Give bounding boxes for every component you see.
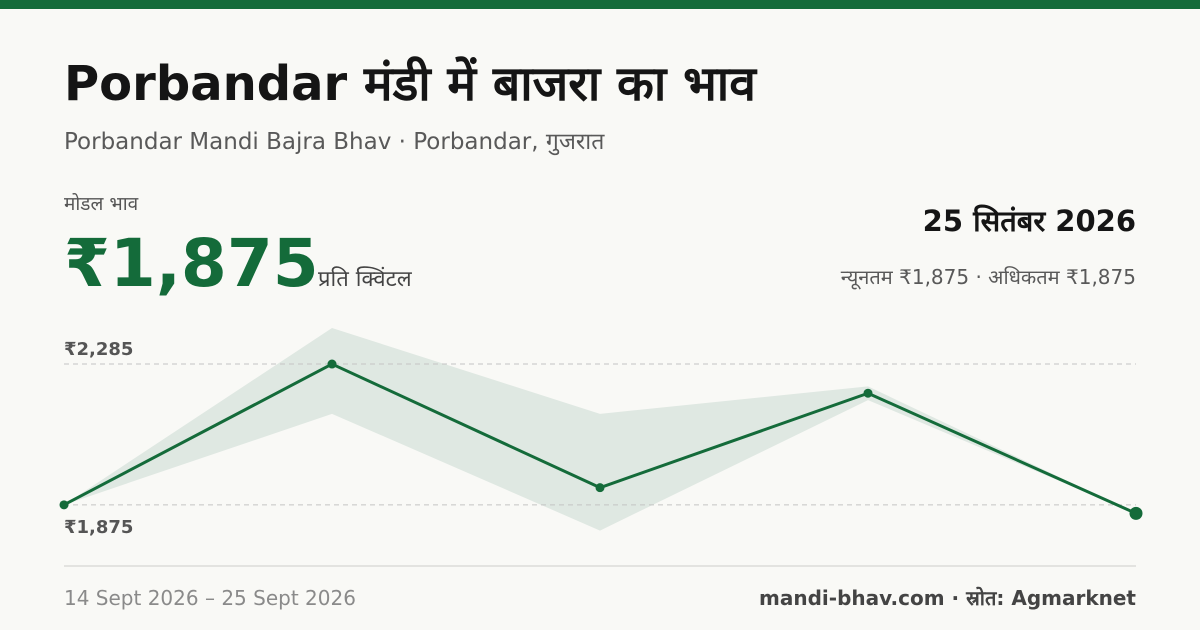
data-point bbox=[327, 359, 337, 369]
data-point bbox=[863, 388, 873, 398]
y-tick-label: ₹1,875 bbox=[64, 517, 133, 538]
price-date: 25 सितंबर 2026 bbox=[922, 204, 1136, 238]
latest-data-point bbox=[1129, 506, 1143, 520]
top-accent-bar bbox=[0, 0, 1200, 9]
min-max-band bbox=[64, 328, 1136, 531]
footer-source: mandi-bhav.com · स्रोत: Agmarknet bbox=[759, 586, 1136, 610]
y-tick-label: ₹2,285 bbox=[64, 339, 133, 360]
price-line bbox=[62, 362, 1138, 515]
page-title: Porbandar मंडी में बाजरा का भाव bbox=[64, 56, 756, 112]
data-point bbox=[59, 500, 69, 510]
price-unit: प्रति क्विंटल bbox=[318, 267, 412, 292]
footer-divider bbox=[64, 565, 1136, 567]
min-max-price: न्यूनतम ₹1,875 · अधिकतम ₹1,875 bbox=[840, 265, 1136, 289]
modal-price-label: मोडल भाव bbox=[64, 193, 139, 215]
footer-date-range: 14 Sept 2026 – 25 Sept 2026 bbox=[64, 586, 356, 610]
page-subtitle: Porbandar Mandi Bajra Bhav · Porbandar, … bbox=[64, 129, 605, 155]
modal-price-value: ₹1,875 bbox=[64, 225, 319, 302]
data-point bbox=[595, 483, 605, 493]
